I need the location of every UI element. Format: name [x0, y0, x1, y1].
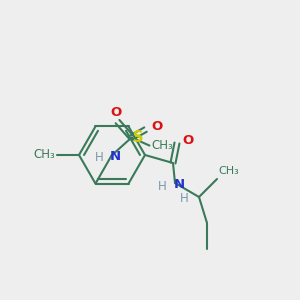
- Text: CH₃: CH₃: [152, 139, 173, 152]
- Text: H: H: [95, 151, 103, 164]
- Text: O: O: [110, 106, 121, 118]
- Text: N: N: [174, 178, 185, 191]
- Text: O: O: [182, 134, 193, 148]
- Text: H: H: [180, 193, 189, 206]
- Text: H: H: [158, 179, 167, 193]
- Text: S: S: [133, 130, 143, 145]
- Text: N: N: [110, 150, 121, 163]
- Text: CH₃: CH₃: [218, 166, 239, 176]
- Text: O: O: [152, 120, 163, 133]
- Text: CH₃: CH₃: [33, 148, 55, 161]
